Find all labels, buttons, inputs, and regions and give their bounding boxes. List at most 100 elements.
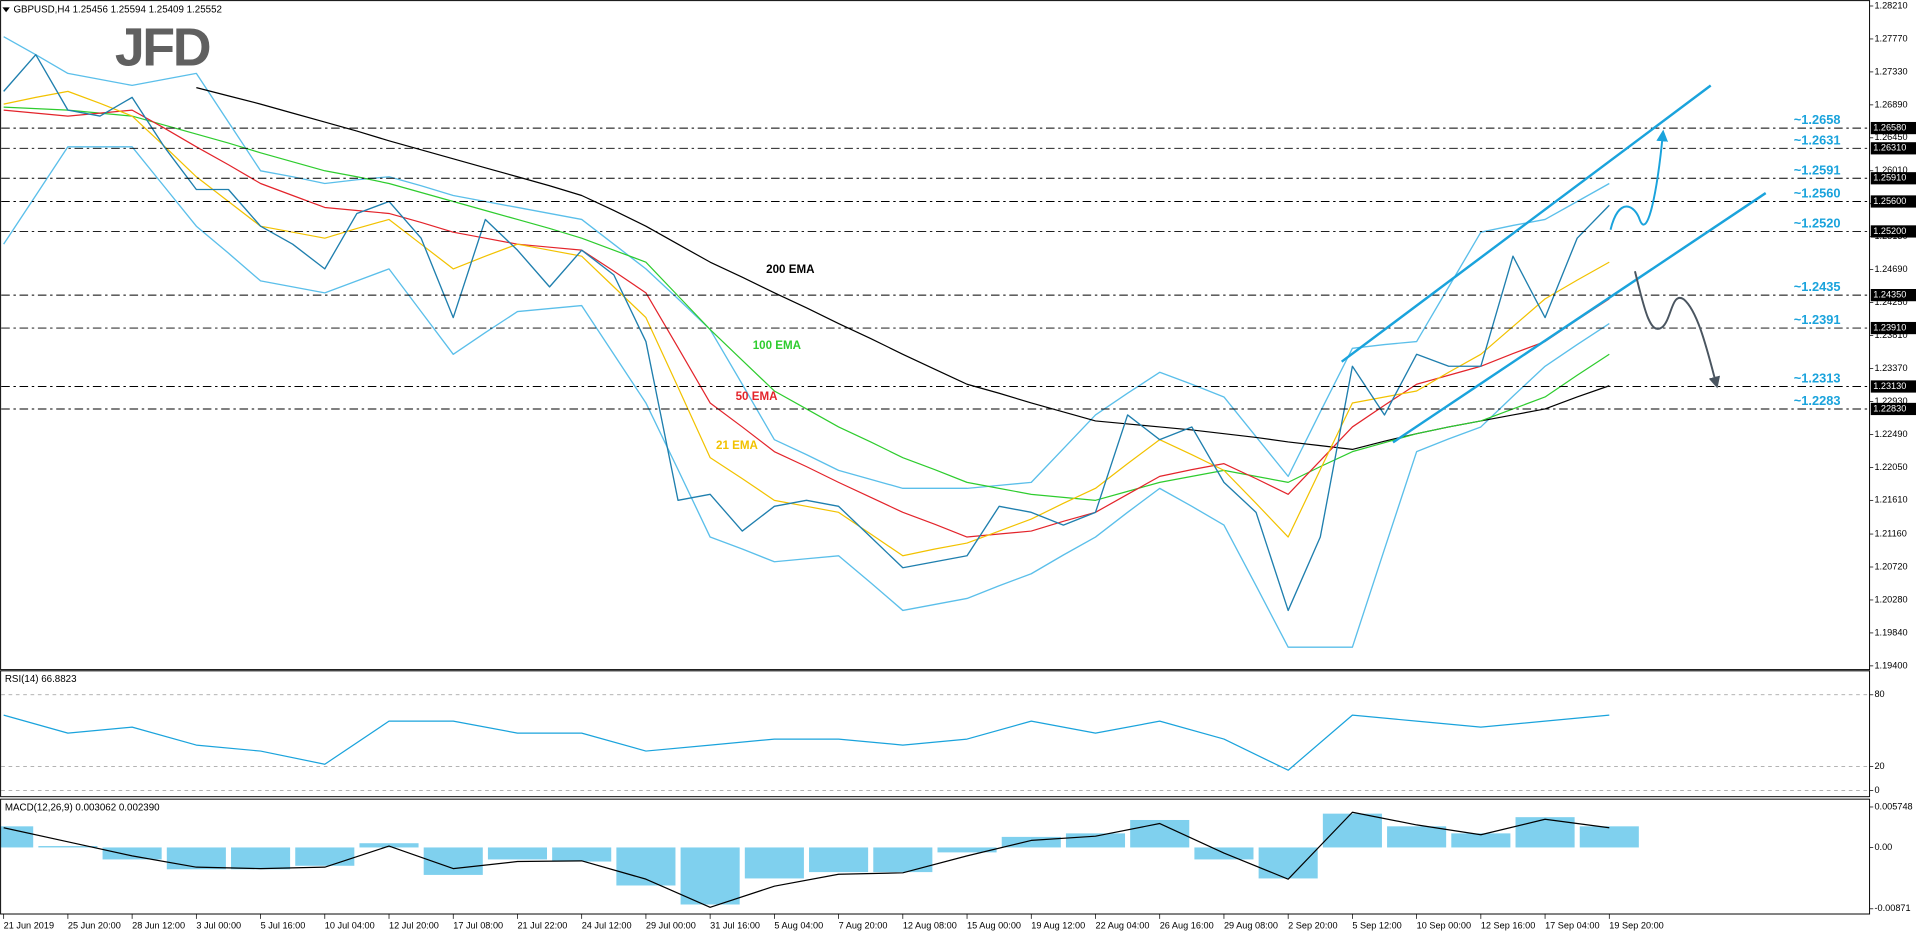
y-tick-label: 20 xyxy=(1874,761,1884,771)
rsi-panel: 0 20 80 xyxy=(1,689,1885,795)
level-label: ~1.2658 xyxy=(1794,112,1841,127)
macd-bar xyxy=(295,847,355,866)
axis-level-label: 1.23130 xyxy=(1873,381,1906,391)
macd-bar xyxy=(1322,813,1382,848)
signal-line xyxy=(3,811,1610,908)
macd-bar xyxy=(1130,819,1190,848)
macd-bar xyxy=(1579,826,1639,848)
x-tick-label: 17 Jul 08:00 xyxy=(453,921,503,931)
level-label: ~1.2283 xyxy=(1794,393,1841,408)
axis-level-box xyxy=(1870,380,1916,393)
ema-line xyxy=(3,109,1610,538)
level-label: ~1.2520 xyxy=(1794,216,1841,231)
macd-bar xyxy=(166,847,226,870)
axis-level-box xyxy=(1870,289,1916,302)
axis-level-box xyxy=(1870,402,1916,416)
series-line xyxy=(3,146,1610,648)
macd-bar xyxy=(744,847,804,879)
ema-line xyxy=(196,87,1610,451)
x-tick-label: 17 Sep 04:00 xyxy=(1545,921,1599,931)
logo: JFD xyxy=(115,18,210,78)
y-tick-label: 1.21610 xyxy=(1874,495,1907,505)
series-label: 100 EMA xyxy=(753,339,802,352)
macd-bar xyxy=(38,846,98,848)
y-tick-label: 1.27770 xyxy=(1874,33,1907,43)
axis-level-label: 1.25200 xyxy=(1873,226,1906,236)
series-label: 21 EMA xyxy=(716,439,759,452)
x-tick-label: 10 Sep 00:00 xyxy=(1417,921,1471,931)
y-tick-label: 0.00 xyxy=(1874,842,1892,852)
axis-level-box xyxy=(1870,121,1916,135)
axis-level-box xyxy=(1870,142,1916,155)
macd-bar xyxy=(359,843,419,848)
x-tick-label: 28 Jun 12:00 xyxy=(132,921,185,931)
x-tick-label: 2 Sep 20:00 xyxy=(1288,921,1337,931)
series-line xyxy=(3,54,1610,612)
x-tick-label: 15 Aug 00:00 xyxy=(967,921,1021,931)
axis-level-box xyxy=(1870,172,1916,185)
x-tick-label: 19 Sep 20:00 xyxy=(1609,921,1663,931)
y-tick-label: 1.26890 xyxy=(1874,99,1907,109)
x-tick-label: 12 Sep 16:00 xyxy=(1481,921,1535,931)
macd-bar xyxy=(102,847,162,860)
y-tick-label: 1.20280 xyxy=(1874,594,1907,604)
y-tick-label: 0 xyxy=(1874,785,1879,795)
level-label: ~1.2631 xyxy=(1794,132,1841,147)
x-tick-label: 5 Jul 16:00 xyxy=(261,921,306,931)
axis-level-label: 1.22830 xyxy=(1873,403,1906,413)
channel-upper xyxy=(1340,84,1712,363)
axis-level-box xyxy=(1870,225,1916,238)
macd-bar xyxy=(0,826,34,848)
axis-level-label: 1.23910 xyxy=(1873,322,1906,332)
y-tick-label: 1.26010 xyxy=(1874,165,1907,175)
y-tick-label: 1.21160 xyxy=(1874,528,1906,538)
y-tick-label: 80 xyxy=(1874,689,1884,699)
x-tick-label: 22 Aug 04:00 xyxy=(1095,921,1149,931)
macd-panel: -0.00871 0.00 0.005748 xyxy=(0,801,1913,913)
x-tick-label: 26 Aug 16:00 xyxy=(1160,921,1214,931)
x-tick-label: 29 Jul 00:00 xyxy=(646,921,696,931)
x-tick-label: 19 Aug 12:00 xyxy=(1031,921,1085,931)
x-tick-label: 7 Aug 20:00 xyxy=(839,921,888,931)
chart-title: GBPUSD,H4 1.25456 1.25594 1.25409 1.2555… xyxy=(13,4,222,15)
macd-frame xyxy=(0,798,1871,915)
y-tick-label: 1.27330 xyxy=(1874,66,1907,76)
x-tick-label: 10 Jul 04:00 xyxy=(325,921,375,931)
ema-line xyxy=(3,106,1610,501)
macd-bar xyxy=(487,847,548,860)
x-tick-label: 21 Jul 22:00 xyxy=(517,921,567,931)
axis-level-box xyxy=(1870,195,1916,208)
annotations xyxy=(1340,84,1767,444)
price-panel: 1.19400 1.19840 1.20280 1.20720 1.21160 1.216… xyxy=(1,0,1908,670)
macd-bar xyxy=(1001,836,1061,848)
level-label: ~1.2435 xyxy=(1794,279,1841,294)
x-tick-label: 25 Jun 20:00 xyxy=(68,921,121,931)
y-tick-label: 1.23810 xyxy=(1874,330,1907,340)
x-tick-label: 5 Sep 12:00 xyxy=(1352,921,1401,931)
axis-level-label: 1.25600 xyxy=(1873,196,1906,206)
y-tick-label: 1.24690 xyxy=(1874,264,1907,274)
y-tick-label: 1.23370 xyxy=(1874,363,1907,373)
series-label: 200 EMA xyxy=(766,263,815,276)
series-line xyxy=(3,36,1610,490)
rsi-frame xyxy=(0,670,1871,798)
macd-bar xyxy=(1451,833,1511,848)
bearish-arrow xyxy=(1634,271,1721,389)
macd-bar xyxy=(552,847,612,862)
macd-bar xyxy=(231,847,291,870)
macd-bar xyxy=(1258,847,1318,879)
axis-level-label: 1.24350 xyxy=(1873,290,1906,300)
y-tick-label: 1.19840 xyxy=(1874,627,1907,637)
axis-level-label: 1.25910 xyxy=(1873,173,1906,183)
axis-level-box xyxy=(1870,321,1916,335)
macd-bar xyxy=(809,847,869,873)
x-tick-label: 12 Aug 08:00 xyxy=(903,921,957,931)
axis-level-label: 1.26310 xyxy=(1873,143,1906,153)
y-tick-label: 1.24250 xyxy=(1874,297,1907,307)
x-tick-label: 31 Jul 16:00 xyxy=(710,921,760,931)
macd-bar xyxy=(937,847,997,853)
y-tick-label: 1.22050 xyxy=(1874,462,1907,472)
